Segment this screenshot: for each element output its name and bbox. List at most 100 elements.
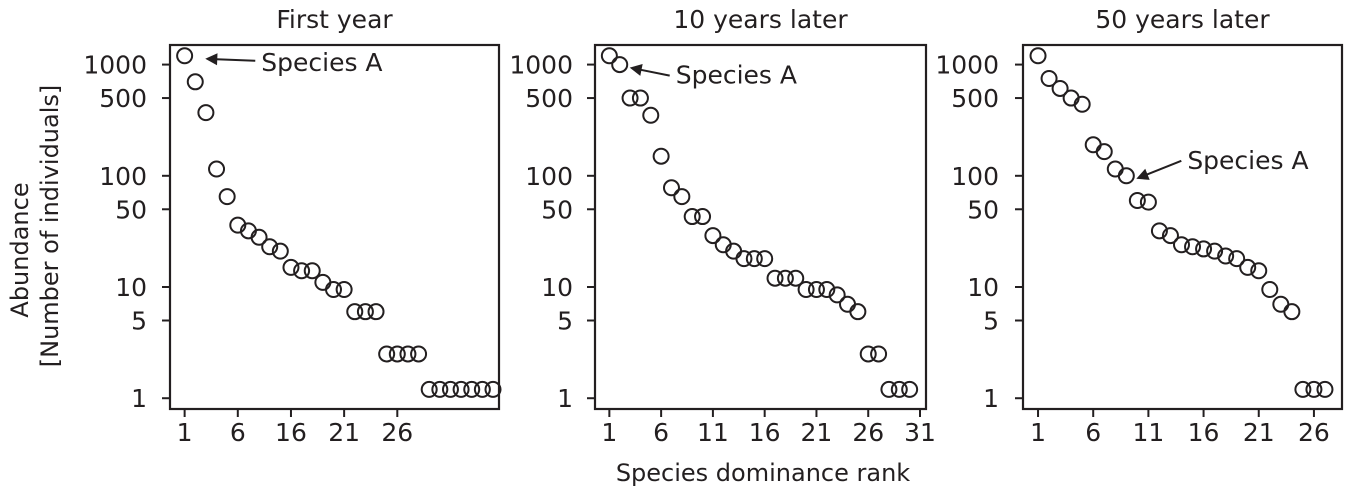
data-point <box>1095 143 1113 161</box>
data-point <box>652 147 670 165</box>
y-tick-label: 100 <box>525 162 573 191</box>
data-point <box>745 250 763 268</box>
plot-frame <box>593 43 928 411</box>
data-point <box>694 208 712 226</box>
data-point <box>1250 262 1268 280</box>
data-point <box>473 380 491 398</box>
data-point <box>303 262 321 280</box>
data-point <box>1217 247 1235 265</box>
annotation-arrow-line <box>1143 159 1182 177</box>
data-point <box>839 295 857 313</box>
data-point <box>797 280 815 298</box>
data-point <box>1073 95 1091 113</box>
data-point <box>1084 136 1102 154</box>
y-tick-label: 10 <box>967 273 999 302</box>
data-point <box>807 280 825 298</box>
x-tick-label: 21 <box>1243 418 1275 447</box>
data-point <box>1294 380 1312 398</box>
data-point <box>218 188 236 206</box>
data-point <box>367 303 385 321</box>
data-point <box>420 380 438 398</box>
data-point <box>683 208 701 226</box>
panel-title: First year <box>276 5 393 34</box>
x-tick-label: 16 <box>1188 418 1220 447</box>
plot-frame <box>168 43 501 411</box>
annotation-label: Species A <box>676 61 797 90</box>
data-point <box>870 345 888 363</box>
data-point <box>293 262 311 280</box>
data-point <box>901 380 919 398</box>
y-tick-label: 10 <box>541 273 573 302</box>
annotation-arrow-line <box>637 68 670 77</box>
data-point <box>621 89 639 107</box>
data-point <box>1316 380 1334 398</box>
data-point <box>261 238 279 256</box>
data-point <box>662 179 680 197</box>
y-tick-label: 5 <box>131 306 147 335</box>
data-point <box>642 106 660 124</box>
data-point <box>335 280 353 298</box>
y-tick-label: 100 <box>951 162 999 191</box>
y-tick-label: 5 <box>557 306 573 335</box>
data-point <box>250 228 268 246</box>
data-point <box>197 104 215 122</box>
y-tick-label: 100 <box>99 162 147 191</box>
data-point <box>766 269 784 287</box>
data-point <box>208 160 226 178</box>
data-point <box>229 216 247 234</box>
y-tick-label: 5 <box>983 306 999 335</box>
y-tick-label: 1000 <box>509 51 573 80</box>
data-point <box>787 269 805 287</box>
data-point <box>1173 236 1190 254</box>
data-point <box>441 380 459 398</box>
x-tick-label: 26 <box>381 418 413 447</box>
annotation-arrow-head <box>629 64 643 76</box>
data-point <box>1128 191 1146 209</box>
x-tick-label: 1 <box>1030 418 1046 447</box>
y-tick-label: 1 <box>557 384 573 413</box>
plot-frame <box>1021 43 1344 411</box>
data-point <box>1206 242 1224 260</box>
x-tick-label: 16 <box>275 418 307 447</box>
y-tick-label: 500 <box>951 84 999 113</box>
y-tick-label: 50 <box>541 195 573 224</box>
data-point <box>399 345 417 363</box>
data-point <box>1239 258 1257 276</box>
data-point <box>611 56 629 74</box>
y-tick-label: 500 <box>99 84 147 113</box>
data-point <box>849 303 867 321</box>
data-point <box>388 345 406 363</box>
data-point <box>410 345 428 363</box>
data-point <box>1283 303 1301 321</box>
data-point <box>1195 240 1213 258</box>
x-tick-label: 1 <box>177 418 193 447</box>
y-tick-label: 500 <box>525 84 573 113</box>
data-point <box>631 89 649 107</box>
data-point <box>1139 193 1157 211</box>
data-point <box>859 345 877 363</box>
x-tick-label: 11 <box>697 418 729 447</box>
x-tick-label: 21 <box>801 418 833 447</box>
x-tick-label: 31 <box>904 418 936 447</box>
x-tick-label: 6 <box>1085 418 1101 447</box>
data-point <box>314 273 332 291</box>
y-tick-label: 50 <box>115 195 147 224</box>
data-point <box>776 269 794 287</box>
x-tick-label: 6 <box>230 418 246 447</box>
y-tick-label: 1000 <box>83 51 147 80</box>
data-point <box>1150 222 1168 240</box>
y-tick-label: 10 <box>115 273 147 302</box>
x-tick-label: 6 <box>653 418 669 447</box>
data-point <box>282 258 300 276</box>
data-point <box>818 280 836 298</box>
x-tick-label: 1 <box>601 418 617 447</box>
data-point <box>325 280 342 298</box>
data-point <box>756 250 774 268</box>
x-tick-label: 11 <box>1132 418 1164 447</box>
data-point <box>828 286 846 304</box>
annotation-label: Species A <box>1187 146 1308 175</box>
data-point <box>1106 160 1124 178</box>
annotation-arrow-head <box>1136 168 1150 180</box>
